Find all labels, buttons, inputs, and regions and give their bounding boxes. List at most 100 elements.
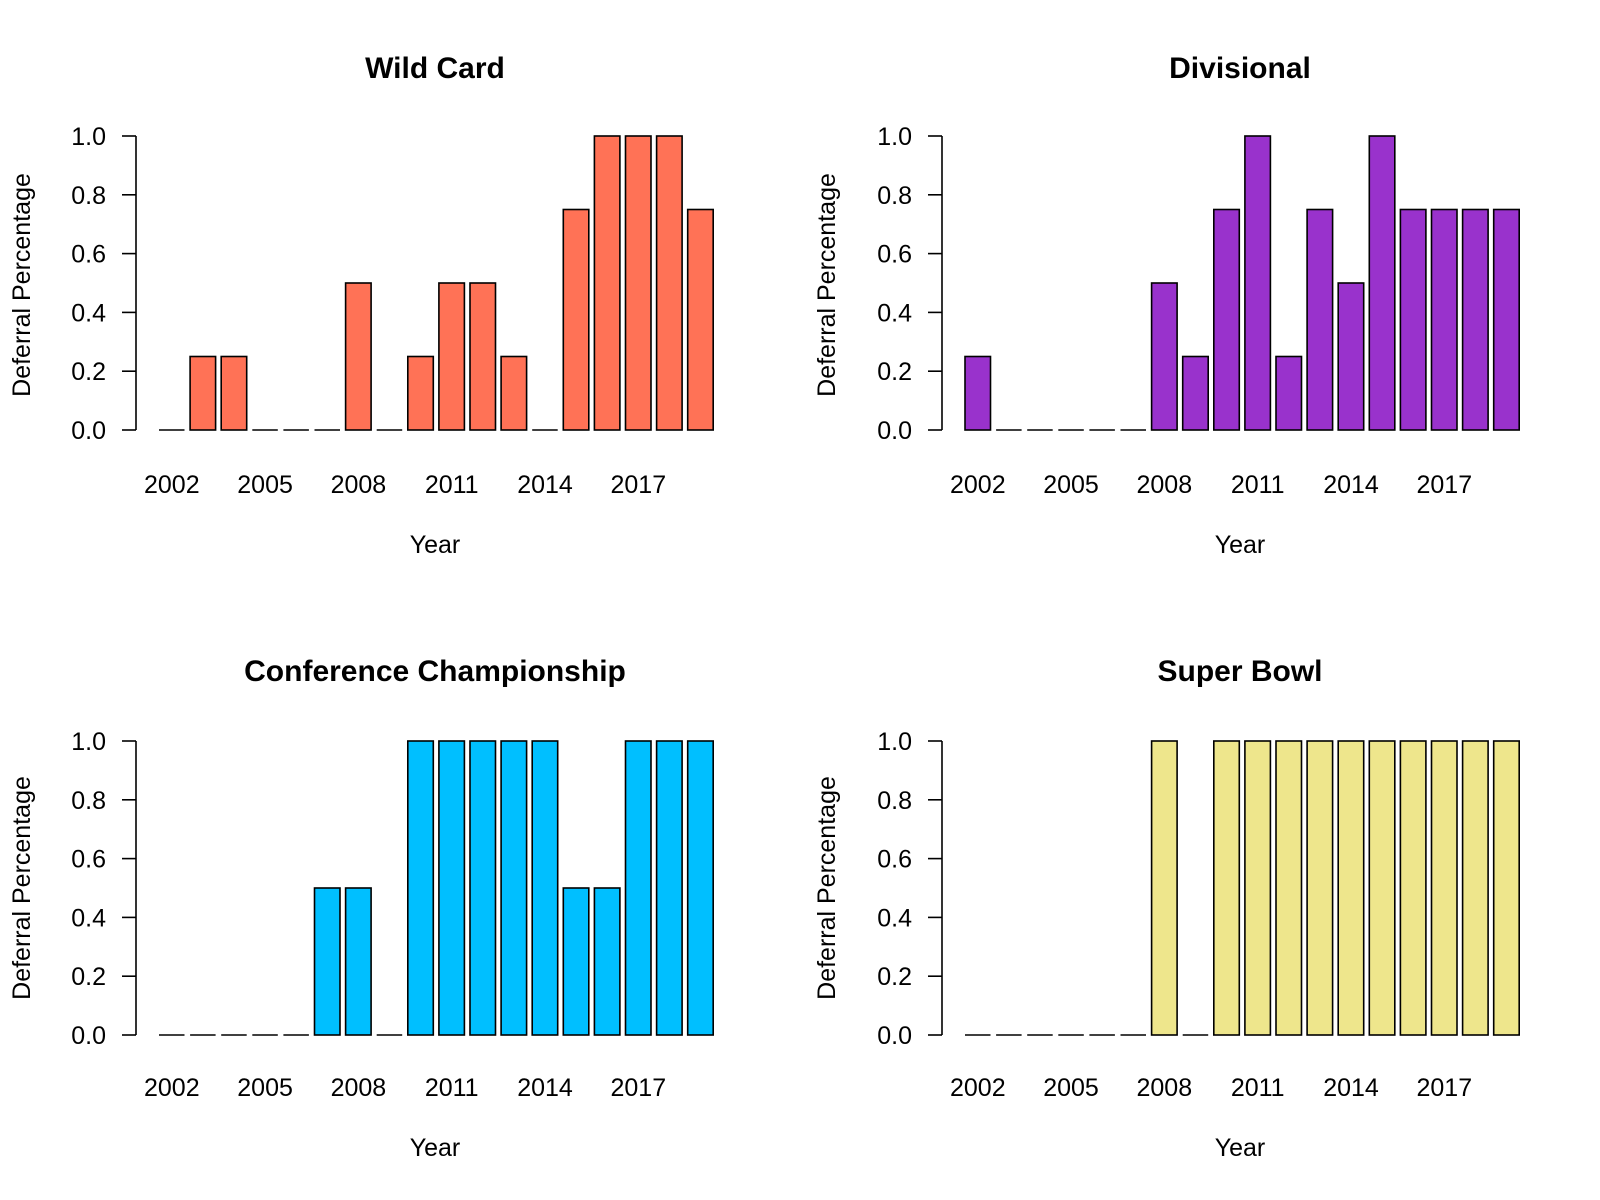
bar-2012 [469,740,497,1036]
x-axis-label: Year [1215,1134,1266,1162]
y-axis-label: Deferral Percentage [813,173,841,397]
x-tick-label: 2014 [517,1074,573,1102]
bar-2017 [1430,208,1458,431]
bar-2011 [1244,135,1272,431]
chart-title: Super Bowl [1157,655,1322,688]
x-tick-label: 2014 [1323,1074,1379,1102]
x-tick-label: 2008 [1136,471,1192,499]
x-axis-tick-labels: 2002 2005 2008 2011 2014 2017 [144,1074,666,1102]
x-tick-label: 2017 [610,1074,666,1102]
y-tick-label: 0.8 [877,787,912,815]
bar-2015 [1368,135,1396,431]
chart-panel-divisional: Divisional Deferral Percentage Year 0.0 0… [813,52,1520,559]
bar-2015 [562,208,590,431]
bar-2011 [438,740,466,1036]
bar-2016 [1399,740,1427,1036]
x-tick-label: 2014 [1323,471,1379,499]
bar-2010 [1213,740,1241,1036]
x-tick-label: 2005 [1043,1074,1099,1102]
x-tick-label: 2008 [331,1074,387,1102]
x-tick-label: 2008 [331,471,387,499]
bar-2010 [1213,208,1241,431]
bar-2008 [1150,740,1178,1036]
y-tick-label: 0.2 [877,358,912,386]
y-axis: 0.0 0.2 0.4 0.6 0.8 1.0 [877,728,943,1050]
chart-title: Divisional [1169,52,1311,85]
y-tick-label: 0.0 [71,1022,106,1050]
y-tick-label: 1.0 [877,728,912,756]
bar-2016 [593,887,621,1036]
bar-2019 [686,208,715,431]
y-tick-label: 0.4 [877,904,912,932]
y-axis: 0.0 0.2 0.4 0.6 0.8 1.0 [71,123,137,445]
y-tick-label: 0.6 [71,846,106,874]
y-tick-label: 0.6 [877,846,912,874]
x-tick-label: 2017 [1416,471,1472,499]
y-axis-label: Deferral Percentage [8,173,36,397]
bar-2016 [1399,208,1427,431]
bar-2012 [1275,740,1303,1036]
bar-2014 [1337,282,1365,431]
x-axis-tick-labels: 2002 2005 2008 2011 2014 2017 [950,471,1472,499]
bar-2011 [438,282,466,431]
bar-2011 [1244,740,1272,1036]
x-tick-label: 2002 [950,1074,1006,1102]
x-tick-label: 2005 [1043,471,1099,499]
bar-2012 [1275,355,1303,431]
bar-2007 [313,887,341,1036]
bar-2014 [1337,740,1365,1036]
bar-2014 [531,740,559,1036]
bar-2019 [1492,740,1520,1036]
chart-title: Wild Card [365,52,505,85]
y-tick-label: 0.8 [71,787,106,815]
y-tick-label: 1.0 [71,123,106,151]
bar-2013 [1306,740,1334,1036]
bar-2019 [1492,208,1520,431]
bar-2017 [624,135,652,431]
bar-group [159,135,715,431]
y-tick-label: 0.8 [71,182,106,210]
bar-2012 [469,282,497,431]
bar-group [965,740,1520,1036]
y-tick-label: 0.4 [877,299,912,327]
x-tick-label: 2005 [237,471,293,499]
bar-2018 [655,740,683,1036]
chart-title: Conference Championship [244,655,626,688]
y-tick-label: 0.8 [877,182,912,210]
x-tick-label: 2017 [610,471,666,499]
bar-2017 [624,740,652,1036]
bar-2016 [593,135,621,431]
x-tick-label: 2014 [517,471,573,499]
bar-2018 [1461,740,1489,1036]
bar-2010 [406,355,435,431]
bar-2019 [686,740,715,1036]
x-axis-label: Year [1215,531,1266,559]
x-axis-label: Year [410,531,461,559]
x-tick-label: 2002 [144,471,200,499]
bar-2002 [964,355,992,431]
y-tick-label: 1.0 [877,123,912,151]
bar-2008 [1150,282,1178,431]
bar-2009 [1181,355,1209,431]
chart-panel-super-bowl: Super Bowl Deferral Percentage Year 0.00… [813,655,1520,1162]
bar-group [964,135,1520,431]
x-tick-label: 2002 [144,1074,200,1102]
x-tick-label: 2005 [237,1074,293,1102]
x-tick-label: 2017 [1416,1074,1472,1102]
y-tick-label: 0.2 [71,963,106,991]
bar-2008 [344,887,372,1036]
bar-group [159,740,715,1036]
y-tick-label: 0.6 [877,241,912,269]
bar-2013 [1306,208,1334,431]
y-tick-label: 1.0 [71,728,106,756]
x-tick-label: 2011 [1231,471,1285,499]
y-tick-label: 0.2 [71,358,106,386]
y-axis-label: Deferral Percentage [813,776,841,1000]
y-tick-label: 0.4 [71,904,106,932]
bar-2018 [1461,208,1489,431]
y-axis: 0.0 0.2 0.4 0.6 0.8 1.0 [71,728,137,1050]
x-tick-label: 2008 [1136,1074,1192,1102]
y-tick-label: 0.4 [71,299,106,327]
y-tick-label: 0.0 [877,417,912,445]
